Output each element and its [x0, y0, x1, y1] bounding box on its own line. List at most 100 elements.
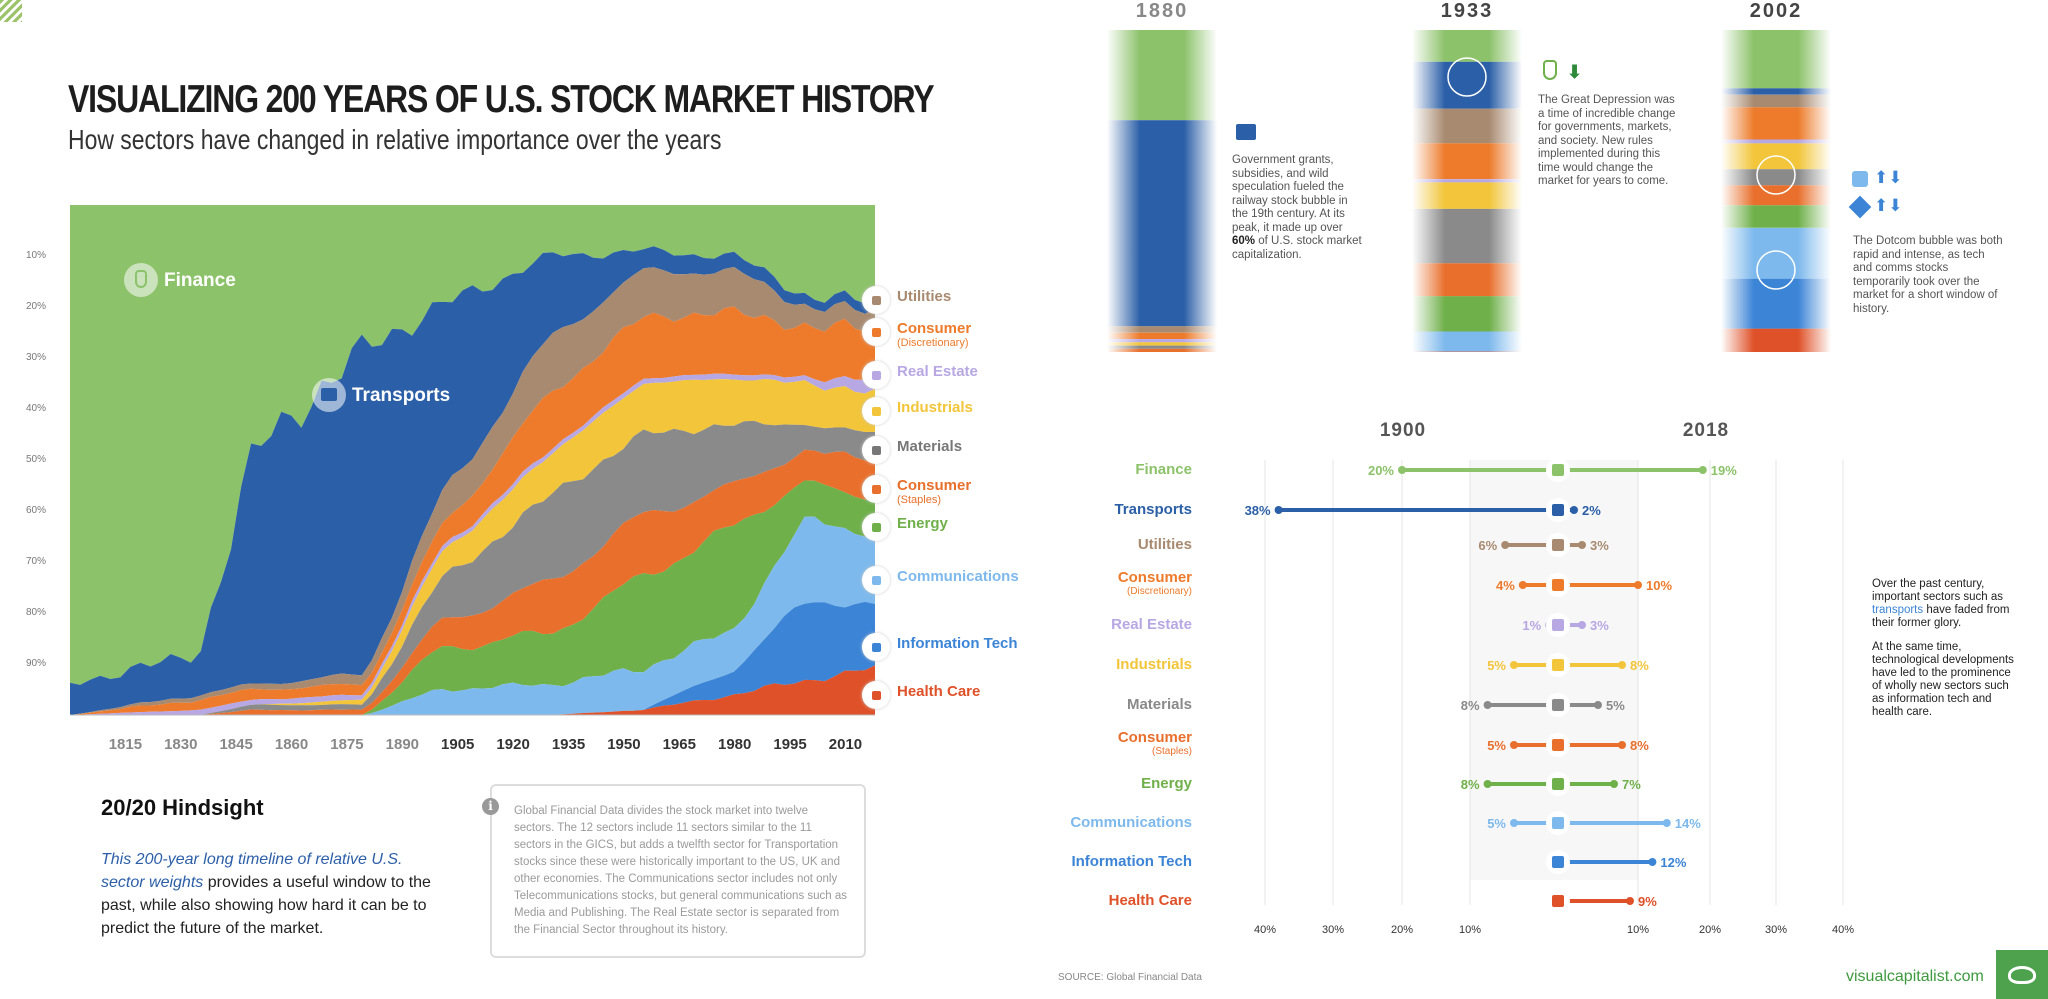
stream-layer-energy — [70, 480, 875, 715]
sector-icon — [1552, 778, 1564, 790]
comparison-grid — [1264, 460, 1844, 905]
snapshot-strip — [1412, 30, 1522, 352]
value-label-1900: 1% — [1522, 618, 1541, 633]
bar-end-1900 — [1510, 741, 1518, 749]
sector-icon — [1552, 659, 1564, 671]
y-tick-label: 10% — [26, 250, 47, 261]
bar-end-2018 — [1578, 541, 1586, 549]
axis-label: 40% — [1831, 924, 1855, 936]
value-label-1900: 6% — [1478, 538, 1497, 553]
row-label-10: Information Tech — [1071, 853, 1192, 870]
transports-label: Transports — [352, 385, 451, 406]
y-tick-label: 80% — [26, 607, 47, 618]
side-note-1: Over the past century, important sectors… — [1872, 578, 2010, 629]
stream-layers — [70, 205, 875, 715]
source-text: SOURCE: Global Financial Data — [1058, 972, 1202, 983]
stream-layer-utilities — [70, 267, 875, 715]
bar-end-2018 — [1634, 581, 1642, 589]
value-label-2018: 14% — [1675, 816, 1701, 831]
sector-icon — [1552, 464, 1564, 476]
comparison-year-left: 1900 — [1379, 420, 1427, 441]
stream-layer-communications — [70, 516, 875, 715]
value-label-2018: 10% — [1646, 578, 1672, 593]
corner-decoration — [0, 0, 22, 22]
x-tick-label: 1935 — [551, 736, 586, 753]
axis-label: 10% — [1626, 924, 1650, 936]
stream-layer-consumer_disc — [70, 306, 875, 715]
bar-end-2018 — [1648, 858, 1657, 866]
value-label-1900: 4% — [1496, 578, 1515, 593]
legend-swatch — [872, 371, 881, 380]
value-label-2018: 5% — [1606, 698, 1625, 713]
legend-label: Health Care — [897, 683, 981, 700]
x-tick-label: 1950 — [607, 736, 641, 753]
legend-swatch — [872, 643, 881, 652]
row-label-6: Materials — [1126, 696, 1192, 713]
value-label-2018: 8% — [1630, 658, 1649, 673]
legend-swatch — [872, 523, 881, 532]
stream-layer-info_tech — [70, 601, 875, 715]
bar-end-2018 — [1578, 621, 1586, 629]
snapshot-strip — [1721, 30, 1831, 352]
x-tick-label: 2010 — [828, 736, 863, 753]
axis-label: 20% — [1698, 924, 1722, 936]
bar-end-2018 — [1570, 506, 1578, 514]
legend-label: Materials — [897, 438, 963, 455]
value-label-1900: 8% — [1461, 698, 1480, 713]
info-tech-icon — [1848, 195, 1872, 219]
bar-end-1900 — [1510, 819, 1518, 827]
legend-swatch — [872, 691, 881, 700]
legend-label: Industrials — [897, 399, 973, 416]
value-label-1900: 5% — [1487, 738, 1506, 753]
x-tick-label: 1875 — [330, 736, 364, 753]
sector-icon — [1552, 539, 1564, 551]
x-tick-label: 1845 — [219, 736, 253, 753]
legend-label: Consumer (Discretionary) — [897, 320, 972, 349]
hindsight-text: This 200-year long timeline of relative … — [101, 851, 431, 937]
sector-icon — [1552, 579, 1564, 591]
row-label-5: Industrials — [1116, 656, 1192, 673]
arrow-up-down-icon: ⬆⬇ — [1874, 168, 1903, 187]
legend-label: Real Estate — [897, 363, 978, 380]
snapshot-strip — [1107, 30, 1217, 352]
y-tick-label: 70% — [26, 556, 47, 567]
highlight-circle — [1756, 155, 1796, 195]
value-label-2018: 19% — [1711, 463, 1737, 478]
bar-end-2018 — [1618, 661, 1626, 669]
brand-logo — [1996, 950, 2048, 999]
legend-label: Communications — [897, 568, 1019, 585]
sector-icon — [1552, 895, 1564, 907]
page-title: VISUALIZING 200 YEARS OF U.S. STOCK MARK… — [68, 78, 935, 121]
bar-end-2018 — [1594, 701, 1602, 709]
value-label-1900: 5% — [1487, 658, 1506, 673]
bar-end-2018 — [1698, 466, 1707, 474]
transports-icon — [312, 378, 346, 412]
arrow-up-down-icon: ⬆⬇ — [1874, 196, 1903, 215]
highlight-circle — [1756, 250, 1796, 290]
y-tick-label: 50% — [26, 454, 47, 465]
snapshot-note: The Dotcom bubble was both rapid and int… — [1853, 235, 2003, 315]
axis-label: 30% — [1321, 924, 1345, 936]
legend-swatch — [872, 576, 881, 585]
legend-label: Information Tech — [897, 635, 1018, 652]
transports-icon — [1236, 124, 1256, 140]
sector-icon — [1552, 739, 1564, 751]
legend-label: Utilities — [897, 288, 952, 305]
x-tick-label: 1965 — [662, 736, 696, 753]
bar-end-2018 — [1662, 819, 1671, 827]
communications-icon — [1852, 171, 1868, 187]
legend-swatch — [872, 485, 881, 494]
axis-label: 30% — [1764, 924, 1788, 936]
value-label-1900: 38% — [1245, 503, 1271, 518]
legend-swatch — [872, 296, 881, 305]
row-label-3: Consumer (Discretionary) — [1117, 569, 1192, 597]
finance-icon — [1543, 60, 1557, 80]
sector-icon — [1552, 504, 1564, 516]
bar-end-2018 — [1618, 741, 1626, 749]
stream-layer-finance — [70, 205, 875, 685]
finance-icon — [124, 263, 158, 297]
value-label-2018: 3% — [1590, 618, 1609, 633]
bar-end-2018 — [1626, 897, 1634, 905]
brand-link[interactable]: visualcapitalist.com — [1846, 968, 1984, 985]
value-label-2018: 9% — [1638, 894, 1657, 909]
